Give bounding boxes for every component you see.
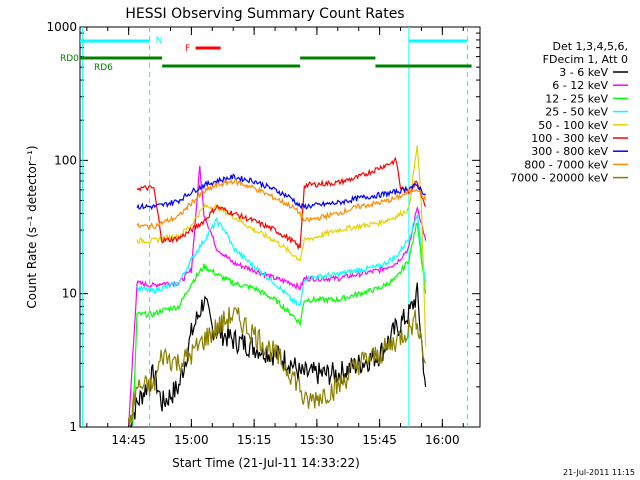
x-tick-label: 14:45 [111, 433, 146, 447]
y-tick-label: 10 [62, 287, 77, 301]
flag-label-rd6: RD6 [94, 63, 113, 73]
x-tick-label: 16:00 [425, 433, 460, 447]
y-tick-label: 1000 [46, 20, 77, 34]
legend-label: 100 - 300 keV [531, 132, 608, 145]
series-line [128, 282, 427, 427]
legend-header: FDecim 1, Att 0 [543, 53, 628, 66]
flag-label-n: N [156, 36, 163, 46]
series-line [136, 214, 427, 307]
legend-label: 6 - 12 keV [552, 79, 608, 92]
footer-timestamp: 21-Jul-2011 11:15 [563, 468, 635, 477]
x-tick-label: 15:15 [237, 433, 272, 447]
plot-area: 1 10 100 1000 14:45 15:00 15:15 15:30 15:45 16:00… [46, 20, 481, 447]
x-tick-label: 15:45 [362, 433, 397, 447]
flag-label-f: F [185, 44, 190, 54]
legend-header: Det 1,3,4,5,6, [552, 40, 628, 53]
legend-label: 50 - 100 keV [538, 119, 608, 132]
chart-title: HESSI Observing Summary Count Rates [125, 6, 404, 22]
x-tick-label: 15:00 [174, 433, 209, 447]
x-axis-label: Start Time (21-Jul-11 14:33:22) [172, 456, 360, 470]
plot-frame [79, 26, 481, 428]
legend-label: 800 - 7000 keV [524, 158, 608, 171]
series-line [128, 306, 427, 427]
series-line [136, 178, 427, 230]
legend-label: 3 - 6 keV [559, 66, 608, 79]
data-layer [80, 27, 472, 427]
series-line [136, 145, 427, 347]
legend: Det 1,3,4,5,6,FDecim 1, Att 03 - 6 keV6 … [510, 40, 628, 185]
legend-label: 300 - 800 keV [531, 145, 608, 158]
x-tick-label: 15:30 [300, 433, 335, 447]
series-line [136, 156, 427, 251]
y-tick-label: 100 [54, 153, 77, 167]
series-line [136, 173, 427, 211]
y-tick-label: 1 [69, 420, 77, 434]
legend-label: 7000 - 20000 keV [510, 172, 608, 185]
series-line [132, 222, 427, 426]
legend-label: 25 - 50 keV [545, 106, 608, 119]
series-line [128, 165, 427, 426]
flag-label-rd0: RD0 [60, 54, 79, 64]
legend-label: 12 - 25 keV [545, 92, 608, 105]
y-axis-label: Count Rate (s⁻¹ detector⁻¹) [25, 145, 39, 308]
